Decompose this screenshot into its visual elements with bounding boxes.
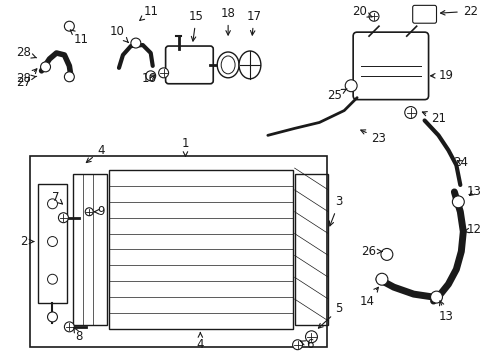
Circle shape — [47, 237, 57, 247]
Ellipse shape — [239, 51, 260, 79]
Text: 2: 2 — [20, 235, 34, 248]
Circle shape — [375, 273, 387, 285]
Text: 13: 13 — [466, 185, 481, 198]
Text: 5: 5 — [318, 302, 342, 328]
Text: 26: 26 — [361, 245, 382, 258]
Text: 19: 19 — [430, 69, 453, 82]
Circle shape — [47, 199, 57, 209]
Text: 24: 24 — [452, 156, 467, 168]
Circle shape — [305, 331, 317, 343]
Text: 15: 15 — [188, 10, 203, 41]
Circle shape — [429, 291, 442, 303]
Text: 22: 22 — [440, 5, 477, 18]
Bar — [38, 184, 67, 303]
Text: 23: 23 — [360, 130, 386, 145]
Text: 12: 12 — [463, 223, 481, 236]
Text: 11: 11 — [140, 5, 158, 21]
Text: 17: 17 — [246, 10, 261, 35]
Circle shape — [292, 340, 302, 350]
Ellipse shape — [221, 56, 235, 74]
Circle shape — [47, 312, 57, 322]
Circle shape — [64, 322, 74, 332]
Text: 14: 14 — [359, 287, 378, 307]
Bar — [294, 174, 327, 325]
Text: 16: 16 — [141, 72, 156, 85]
Circle shape — [145, 71, 155, 81]
Circle shape — [404, 107, 416, 118]
Circle shape — [47, 274, 57, 284]
Text: 4: 4 — [86, 144, 104, 163]
Text: 11: 11 — [70, 30, 89, 46]
Text: 18: 18 — [220, 7, 235, 35]
Text: 4: 4 — [196, 332, 203, 351]
Ellipse shape — [217, 52, 239, 78]
Text: 7: 7 — [52, 192, 62, 204]
Text: 3: 3 — [329, 195, 342, 226]
Circle shape — [368, 11, 378, 21]
Circle shape — [64, 21, 74, 31]
Text: 8: 8 — [74, 327, 83, 343]
Circle shape — [59, 213, 68, 223]
FancyBboxPatch shape — [165, 46, 213, 84]
Circle shape — [64, 72, 74, 82]
Circle shape — [85, 208, 93, 216]
Text: 21: 21 — [422, 112, 445, 125]
Bar — [109, 170, 292, 329]
Text: 6: 6 — [300, 338, 313, 351]
Text: 28: 28 — [16, 72, 37, 85]
Text: 20: 20 — [351, 5, 371, 18]
Text: 13: 13 — [438, 301, 453, 323]
Circle shape — [380, 248, 392, 260]
Circle shape — [41, 62, 50, 72]
Circle shape — [451, 196, 463, 208]
Text: 9: 9 — [94, 205, 104, 218]
Bar — [30, 156, 326, 347]
Text: 10: 10 — [109, 24, 128, 42]
Circle shape — [131, 38, 141, 48]
Text: 28: 28 — [16, 46, 37, 59]
FancyBboxPatch shape — [412, 5, 436, 23]
Text: 27: 27 — [16, 69, 37, 89]
Text: 25: 25 — [326, 89, 346, 102]
FancyBboxPatch shape — [352, 32, 427, 100]
Bar — [73, 174, 107, 325]
Circle shape — [345, 80, 356, 92]
Circle shape — [158, 68, 168, 78]
Text: 1: 1 — [182, 137, 189, 156]
